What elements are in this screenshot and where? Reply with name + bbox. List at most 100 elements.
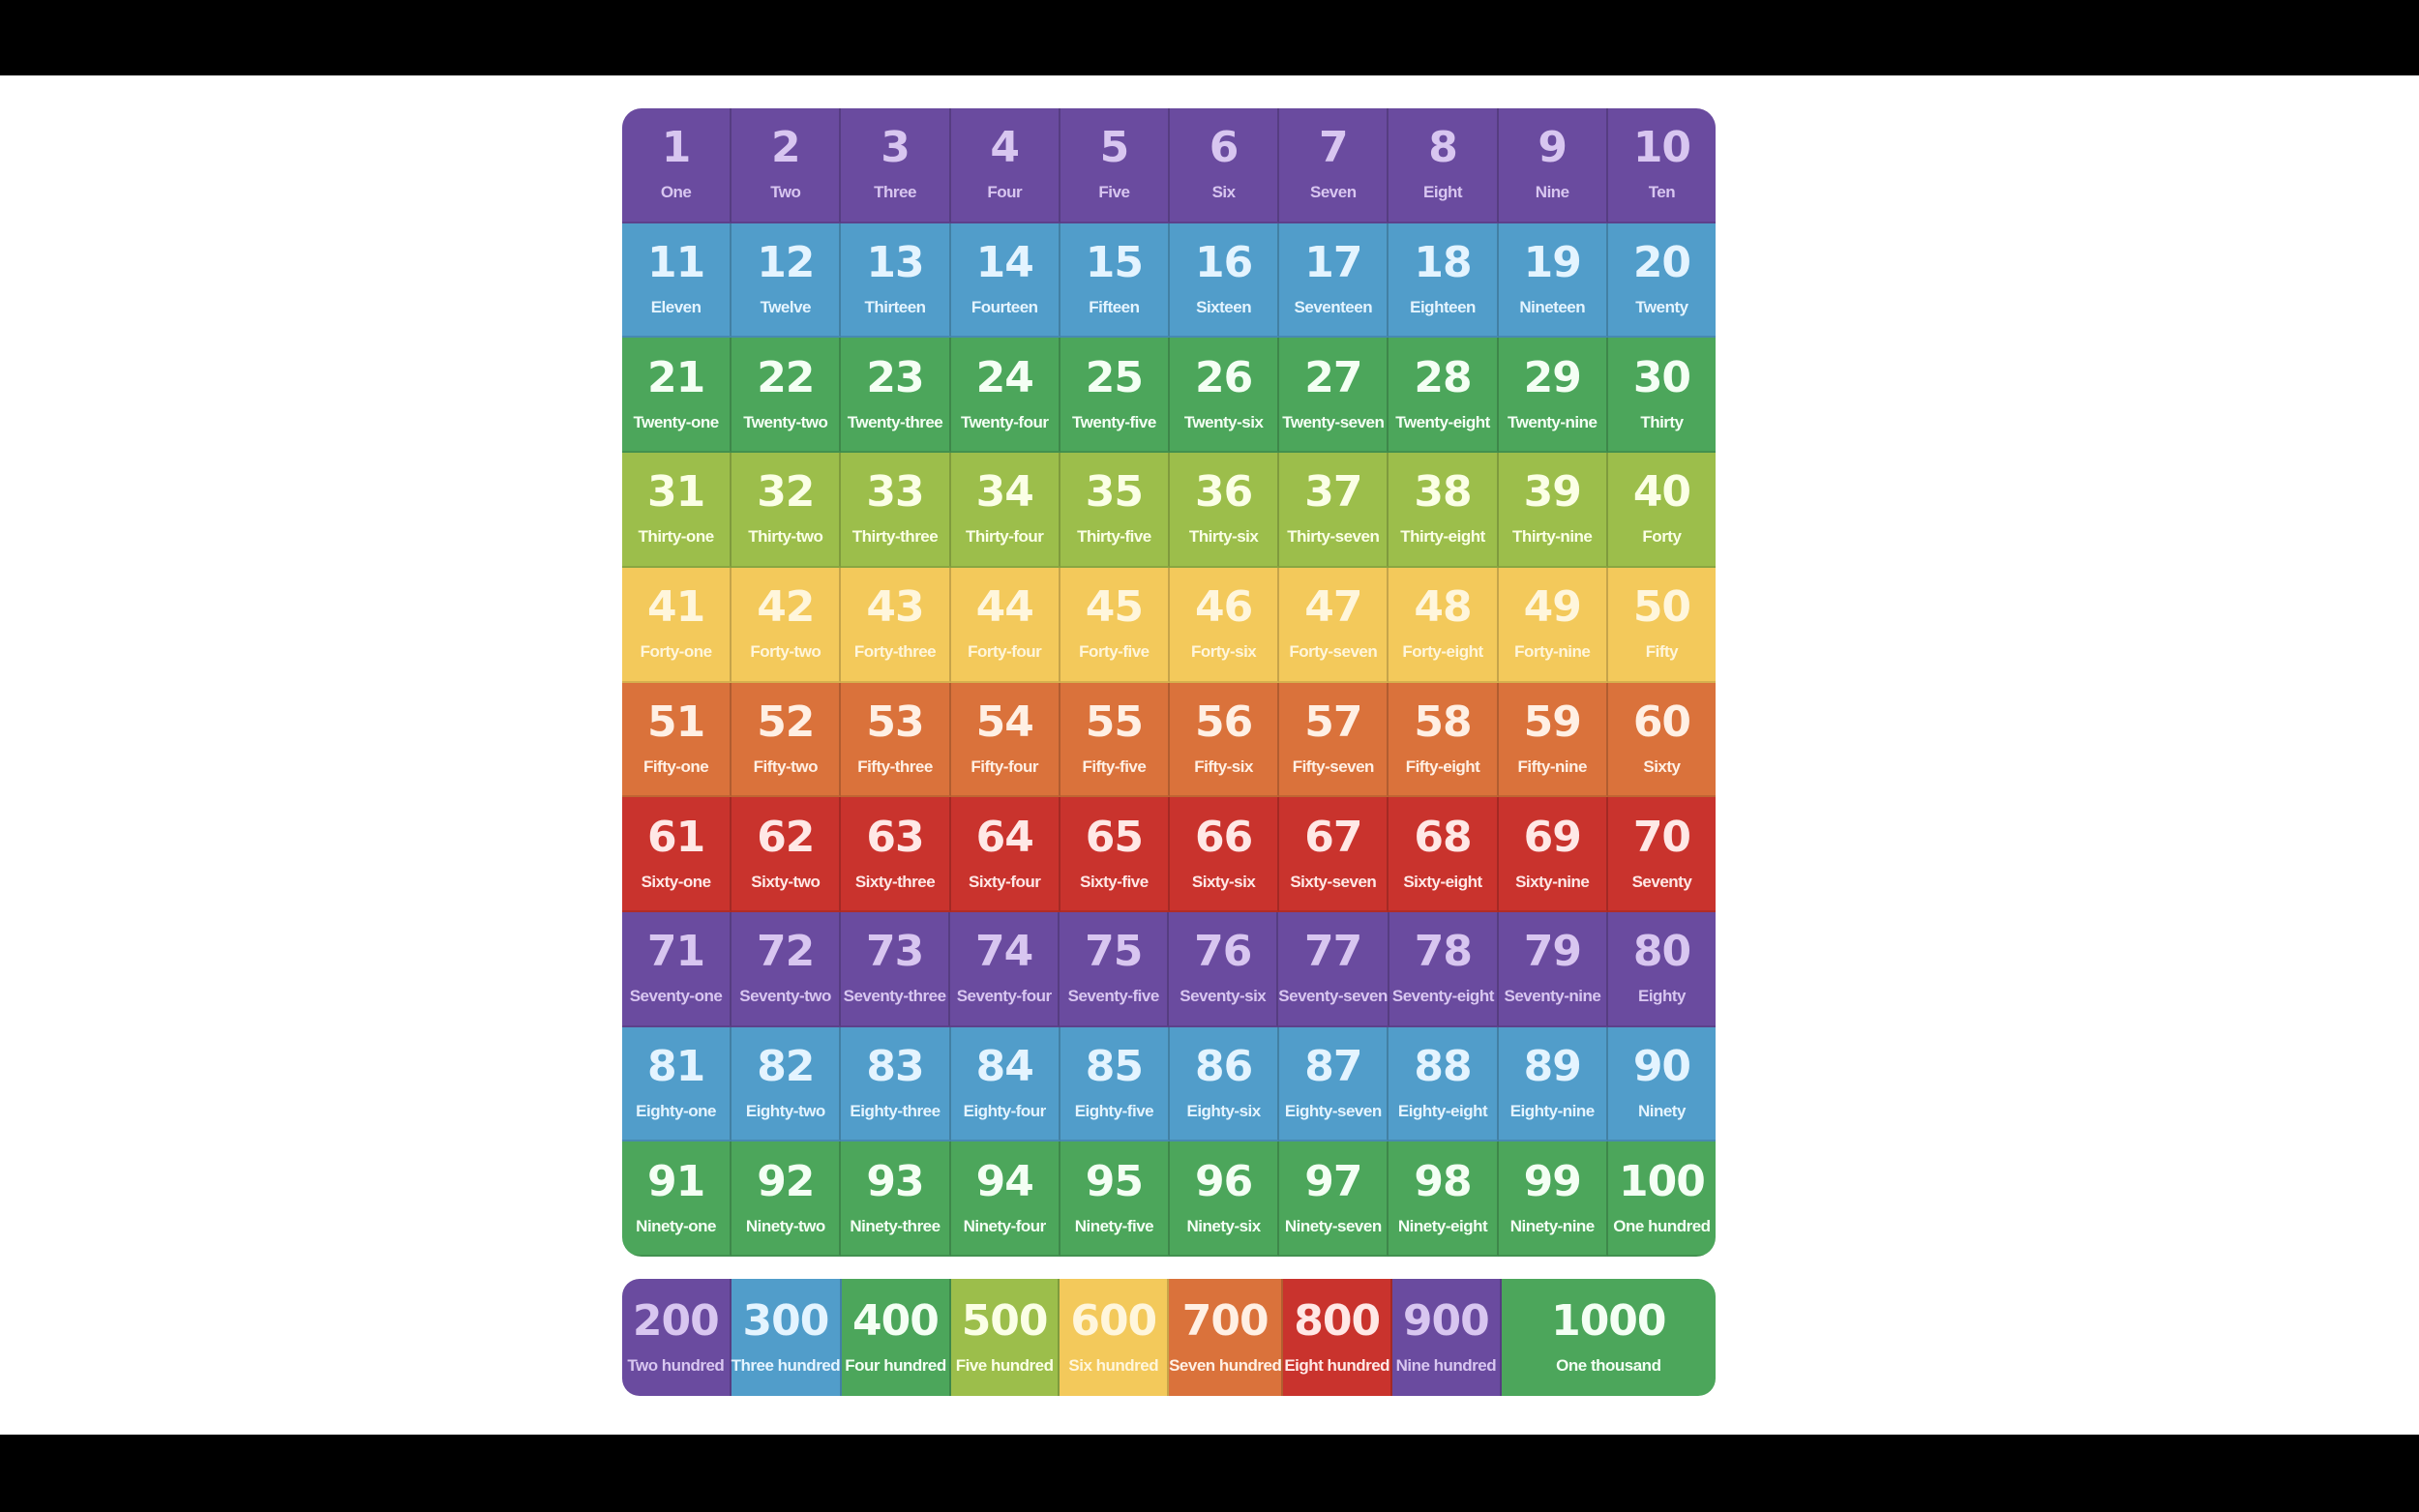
number-cell: 67 Sixty-seven: [1279, 797, 1389, 912]
number-cell: 46 Forty-six: [1170, 567, 1280, 683]
grid-row: 81 Eighty-one 82 Eighty-two 83 Eighty-three 84…: [622, 1026, 1716, 1142]
number-cell: 16 Sixteen: [1170, 222, 1280, 339]
number-cell: 300 Three hundred: [731, 1279, 843, 1396]
number-value: 66: [1195, 812, 1253, 862]
number-value: 15: [1085, 238, 1144, 288]
number-cell: 88 Eighty-eight: [1389, 1026, 1499, 1142]
number-cell: 2 Two: [732, 108, 842, 223]
number-cell: 14 Fourteen: [950, 222, 1060, 339]
number-word: Ninety-two: [745, 1216, 825, 1235]
number-value: 76: [1194, 927, 1252, 977]
number-cell: 37 Thirty-seven: [1279, 453, 1389, 568]
number-cell: 79 Seventy-nine: [1498, 911, 1608, 1027]
number-word: Seventy-five: [1067, 987, 1160, 1006]
number-cell: 38 Thirty-eight: [1389, 453, 1499, 568]
number-value: 73: [866, 927, 924, 977]
number-value: 3: [881, 123, 911, 173]
number-cell: 5 Five: [1060, 108, 1171, 223]
number-cell: 87 Eighty-seven: [1279, 1026, 1389, 1142]
number-word: Four hundred: [845, 1355, 946, 1375]
grid-row: 21 Twenty-one 22 Twenty-two 23 Twenty-three 24…: [622, 338, 1716, 454]
number-value: 33: [866, 467, 924, 518]
number-word: Sixty: [1643, 756, 1681, 776]
number-value: 17: [1304, 238, 1362, 288]
number-cell: 97 Ninety-seven: [1279, 1141, 1389, 1257]
number-cell: 4 Four: [950, 108, 1060, 223]
number-cell: 9 Nine: [1498, 108, 1608, 223]
number-value: 95: [1085, 1156, 1144, 1206]
number-word: Thirty-two: [748, 527, 823, 547]
number-word: Fifteen: [1089, 298, 1140, 317]
number-word: Eighty: [1638, 987, 1686, 1006]
number-word: Twelve: [760, 298, 812, 317]
number-cell: 39 Thirty-nine: [1498, 453, 1608, 568]
number-cell: 1000 One thousand: [1501, 1279, 1716, 1396]
number-word: Twenty-six: [1183, 412, 1264, 431]
number-value: 1000: [1551, 1295, 1666, 1346]
number-cell: 28 Twenty-eight: [1389, 338, 1499, 454]
number-value: 100: [1619, 1156, 1706, 1206]
number-cell: 50 Fifty: [1607, 567, 1716, 683]
number-word: Sixteen: [1196, 298, 1252, 317]
number-word: Eleven: [650, 298, 702, 317]
number-word: Twenty-four: [960, 412, 1049, 431]
number-cell: 61 Sixty-one: [622, 797, 732, 912]
number-cell: 69 Sixty-nine: [1498, 797, 1608, 912]
grid-row: 51 Fifty-one 52 Fifty-two 53 Fifty-three 54 Fif…: [622, 682, 1716, 798]
number-cell: 57 Fifty-seven: [1279, 682, 1389, 798]
number-word: Two hundred: [627, 1355, 725, 1375]
number-word: Sixty-seven: [1290, 872, 1377, 891]
number-value: 50: [1632, 582, 1691, 633]
number-cell: 22 Twenty-two: [732, 338, 842, 454]
number-cell: 20 Twenty: [1607, 222, 1716, 339]
number-value: 11: [646, 238, 705, 288]
number-cell: 8 Eight: [1389, 108, 1499, 223]
number-value: 57: [1304, 697, 1362, 747]
number-cell: 92 Ninety-two: [732, 1141, 842, 1257]
number-value: 64: [975, 812, 1034, 862]
number-cell: 11 Eleven: [622, 222, 732, 339]
number-value: 21: [646, 352, 705, 402]
number-value: 42: [757, 582, 815, 633]
number-value: 6: [1209, 123, 1239, 173]
number-value: 36: [1195, 467, 1253, 518]
number-word: Seventeen: [1294, 298, 1373, 317]
number-cell: 19 Nineteen: [1498, 222, 1608, 339]
number-word: Ninety-eight: [1397, 1216, 1488, 1235]
number-word: Forty-one: [640, 642, 712, 662]
number-word: Ninety: [1637, 1101, 1686, 1120]
grid-row: 61 Sixty-one 62 Sixty-two 63 Sixty-three 64 Six…: [622, 797, 1716, 912]
number-cell: 13 Thirteen: [841, 222, 951, 339]
number-cell: 800 Eight hundred: [1283, 1279, 1393, 1396]
number-word: Seventy-four: [956, 987, 1052, 1006]
number-value: 82: [757, 1041, 815, 1091]
number-cell: 49 Forty-nine: [1498, 567, 1608, 683]
number-cell: 31 Thirty-one: [622, 453, 732, 568]
number-word: One: [660, 183, 692, 202]
number-value: 10: [1632, 123, 1691, 173]
number-word: Nine: [1535, 183, 1569, 202]
number-value: 72: [756, 927, 815, 977]
number-value: 87: [1304, 1041, 1362, 1091]
number-value: 400: [852, 1295, 940, 1346]
number-word: Forty-five: [1079, 642, 1150, 662]
number-value: 44: [975, 582, 1034, 633]
number-value: 93: [866, 1156, 924, 1206]
grid-row: 41 Forty-one 42 Forty-two 43 Forty-three 44 For…: [622, 567, 1716, 683]
number-value: 49: [1523, 582, 1582, 633]
number-word: Twenty-two: [743, 412, 828, 431]
number-value: 84: [975, 1041, 1034, 1091]
number-value: 54: [975, 697, 1034, 747]
number-cell: 80 Eighty: [1607, 911, 1716, 1027]
hundred-chart-grid: 1 One 2 Two 3 Three 4 Four 5 Five 6 Six 7 Seven 8 Eight…: [622, 108, 1716, 1257]
number-word: Forty-four: [968, 642, 1042, 662]
number-cell: 68 Sixty-eight: [1389, 797, 1499, 912]
bottom-letterbox-bar: [0, 1435, 2419, 1512]
number-value: 52: [757, 697, 815, 747]
number-value: 5: [1099, 123, 1130, 173]
number-word: Fifty: [1645, 642, 1679, 662]
number-word: Sixty-nine: [1515, 872, 1590, 891]
number-cell: 15 Fifteen: [1060, 222, 1171, 339]
number-cell: 86 Eighty-six: [1170, 1026, 1280, 1142]
number-value: 900: [1402, 1295, 1490, 1346]
